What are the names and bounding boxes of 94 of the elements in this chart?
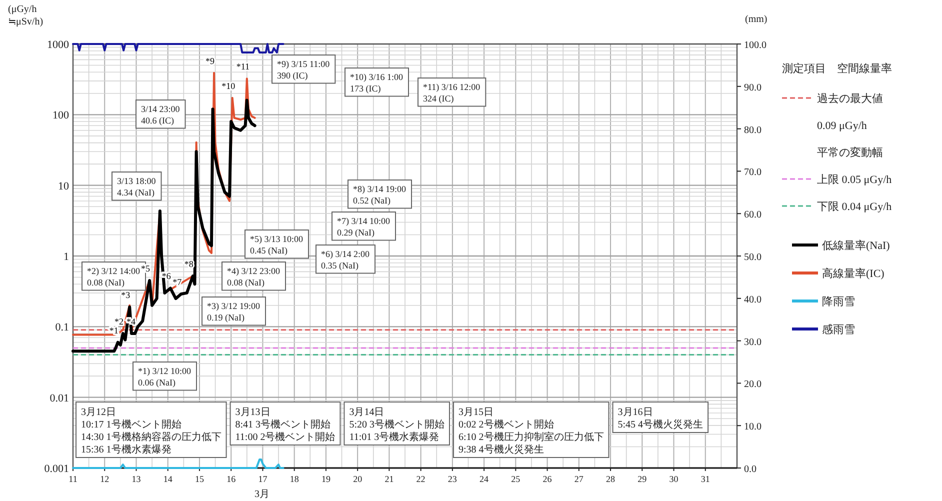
- y-tick-label: 100: [52, 110, 70, 122]
- annotation: 3/14 23:00 40.6 (IC): [136, 100, 186, 129]
- y2-tick-label: 100.0: [744, 40, 766, 51]
- x-tick-label: 28: [606, 474, 616, 484]
- annotation: 3月14日 5:20 3号機ベント開始 11:01 3号機水素爆発: [349, 407, 444, 443]
- annotation: *11) 3/16 12:00 324 (IC): [418, 78, 486, 107]
- annotation: *10) 3/16 1:00 173 (IC): [344, 68, 409, 97]
- legend-label: 降雨雪: [822, 296, 855, 308]
- annotation: *5) 3/13 10:00 0.45 (NaI): [250, 234, 304, 256]
- annotation: *8) 3/14 19:00 0.52 (NaI): [348, 180, 412, 209]
- annotation: *8: [184, 259, 194, 270]
- annotation: *7: [172, 276, 182, 287]
- annotation: *3) 3/12 19:00 0.19 (NaI): [207, 301, 260, 322]
- legend-title: 測定項目 空間線量率: [782, 62, 892, 75]
- y-tick-label: 0.1: [55, 322, 69, 334]
- annotation: *10) 3/16 1:00 173 (IC): [350, 72, 404, 94]
- annotation: 3月12日 10:17 1号機ベント開始 14:30 1号機格納容器の圧力低下 15:36 1号機水素爆発: [76, 402, 227, 458]
- annotation: 3/14 23:00 40.6 (IC): [141, 104, 180, 126]
- annotation: 3/13 18:00 4.34 (NaI): [117, 176, 156, 198]
- annotation: 3月12日 10:17 1号機ベント開始 14:30 1号機格納容器の圧力低下 15:36 1号機水素爆発: [81, 407, 222, 456]
- annotation: *5) 3/13 10:00 0.45 (NaI): [244, 230, 309, 259]
- y-tick-label: 10: [58, 180, 70, 192]
- x-tick-label: 12: [100, 474, 110, 484]
- annotation: *11) 3/16 12:00 324 (IC): [423, 82, 481, 104]
- annotation: *6) 3/14 2:00 0.35 (NaI): [321, 249, 370, 270]
- legend-label: 下限 0.04 μGy/h: [817, 201, 892, 213]
- annotation: *2: [114, 316, 124, 327]
- x-tick-label: 21: [384, 474, 394, 484]
- x-tick-label: 17: [258, 474, 268, 484]
- y2-tick-label: 20.0: [744, 379, 762, 390]
- text: 0.09 μGy/h: [817, 120, 867, 132]
- y2-tick-label: 40.0: [744, 294, 762, 306]
- annotation: 3月13日 8:41 3号機ベント開始 11:00 2号機ベント開始: [235, 407, 336, 443]
- x-tick-label: 22: [416, 474, 426, 484]
- annotation: *3) 3/12 19:00 0.19 (NaI): [202, 296, 266, 326]
- y-tick-label: 1000: [47, 39, 70, 51]
- x-tick-label: 20: [353, 474, 363, 484]
- x-tick-label: 25: [511, 474, 521, 484]
- annotation: *11: [236, 62, 250, 72]
- y-tick-label: 1: [64, 251, 69, 263]
- y2-tick-label: 60.0: [744, 210, 762, 221]
- x-tick-label: 24: [480, 474, 490, 484]
- annotation: *1) 3/12 10:00 0.06 (NaI): [138, 366, 192, 388]
- annotation: *4) 3/12 23:00 0.08 (NaI): [227, 266, 280, 288]
- y-axis-title: (μGy/h ≒μSv/h): [8, 4, 44, 28]
- legend-label: 感雨雪: [822, 323, 855, 336]
- annotation: *2) 3/12 14:00 0.08 (NaI): [87, 266, 140, 288]
- annotation: 3月14日 5:20 3号機ベント開始 11:01 3号機水素爆発: [344, 402, 450, 446]
- y2-axis-title: (mm): [745, 14, 768, 25]
- annotation: 3/13 18:00 4.34 (NaI): [112, 172, 162, 201]
- annotation: *4) 3/12 23:00 0.08 (NaI): [222, 262, 286, 291]
- annotation: *10: [222, 80, 236, 91]
- x-tick-label: 11: [68, 474, 78, 484]
- y2-tick-label: 10.0: [744, 422, 762, 433]
- y2-tick-label: 30.0: [744, 336, 762, 348]
- x-tick-label: 14: [163, 474, 173, 484]
- annotation: 3月15日 0:02 2号機ベント開始 6:10 2号機圧力抑制室の圧力低下 9:38 4号機火災発生: [452, 402, 610, 458]
- annotation: *9) 3/15 11:00 390 (IC): [272, 54, 336, 84]
- x-tick-label: 15: [194, 474, 204, 484]
- annotation: *6) 3/14 2:00 0.35 (NaI): [316, 244, 376, 274]
- annotation: *7) 3/14 10:00 0.29 (NaI): [337, 216, 390, 238]
- annotation: *3: [121, 290, 131, 300]
- annotation: *7) 3/14 10:00 0.29 (NaI): [332, 212, 396, 241]
- x-tick-label: 18: [290, 474, 300, 484]
- y2-tick-label: 80.0: [744, 124, 762, 136]
- annotation: 3月16日 5:45 4号機火災発生: [618, 407, 704, 430]
- x-tick-label: 23: [448, 474, 458, 484]
- legend-label: 高線量率(IC): [822, 267, 885, 280]
- text: 平常の変動幅: [817, 147, 883, 159]
- annotation: 3月15日 0:02 2号機ベント開始 6:10 2号機圧力抑制室の圧力低下 9:38 4号機火災発生: [458, 407, 604, 456]
- x-tick-label: 13: [132, 474, 142, 484]
- x-axis-title: 3月: [254, 489, 270, 500]
- x-tick-label: 27: [574, 474, 584, 484]
- y2-tick-label: 90.0: [744, 82, 762, 94]
- y-tick-label: 0.01: [50, 392, 69, 404]
- x-tick-label: 31: [700, 474, 710, 484]
- annotation: *9: [206, 56, 216, 66]
- y2-tick-label: 50.0: [744, 252, 762, 263]
- y2-tick-label: 0.0: [744, 464, 756, 475]
- legend-label: 低線量率(NaI): [822, 239, 890, 252]
- x-tick-label: 29: [638, 474, 648, 484]
- annotation: *9) 3/15 11:00 390 (IC): [277, 59, 330, 80]
- y-tick-label: 0.001: [44, 463, 69, 475]
- x-tick-label: 19: [321, 474, 331, 484]
- annotation: 3月13日 8:41 3号機ベント開始 11:00 2号機ベント開始: [230, 402, 341, 446]
- annotation: 3月16日 5:45 4号機火災発生: [612, 402, 709, 433]
- y2-tick-label: 70.0: [744, 167, 762, 178]
- legend-label: 上限 0.05 μGy/h: [817, 173, 892, 186]
- x-tick-label: 30: [669, 474, 679, 484]
- x-tick-label: 26: [542, 474, 552, 484]
- legend-label: 過去の最大値: [817, 92, 883, 105]
- annotation: *1) 3/12 10:00 0.06 (NaI): [132, 362, 197, 391]
- x-tick-label: 16: [226, 474, 236, 484]
- annotation: *8) 3/14 19:00 0.52 (NaI): [353, 184, 406, 206]
